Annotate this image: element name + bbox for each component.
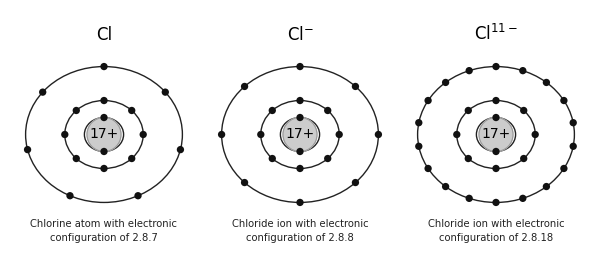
Circle shape	[67, 192, 74, 199]
Circle shape	[218, 131, 225, 138]
Text: Cl$^{−}$: Cl$^{−}$	[287, 26, 313, 44]
Text: Chloride ion with electronic
configuration of 2.8.8: Chloride ion with electronic configurati…	[232, 220, 368, 243]
Circle shape	[296, 148, 304, 155]
Circle shape	[24, 146, 31, 153]
Circle shape	[128, 155, 136, 162]
Circle shape	[453, 131, 460, 138]
Circle shape	[493, 148, 500, 155]
Circle shape	[375, 131, 382, 138]
Circle shape	[352, 83, 359, 90]
Text: 17+: 17+	[286, 128, 314, 141]
Circle shape	[543, 79, 550, 86]
Circle shape	[560, 97, 568, 104]
Circle shape	[61, 131, 68, 138]
Circle shape	[257, 131, 265, 138]
Circle shape	[128, 107, 136, 114]
Circle shape	[466, 67, 473, 74]
Circle shape	[424, 97, 432, 104]
Circle shape	[479, 118, 513, 151]
Circle shape	[493, 114, 500, 121]
Circle shape	[442, 183, 449, 190]
Circle shape	[493, 165, 500, 172]
Circle shape	[493, 199, 500, 206]
Circle shape	[269, 107, 276, 114]
Circle shape	[283, 118, 317, 151]
Circle shape	[493, 63, 500, 70]
Circle shape	[296, 199, 304, 206]
Circle shape	[324, 107, 331, 114]
Circle shape	[569, 119, 577, 126]
Circle shape	[100, 165, 107, 172]
Circle shape	[100, 148, 107, 155]
Circle shape	[532, 131, 539, 138]
Circle shape	[543, 183, 550, 190]
Text: Chloride ion with electronic
configuration of 2.8.18: Chloride ion with electronic configurati…	[428, 220, 565, 243]
Circle shape	[87, 118, 121, 151]
Circle shape	[493, 97, 500, 104]
Text: Cl$^{11−}$: Cl$^{11−}$	[474, 24, 518, 44]
Circle shape	[464, 155, 472, 162]
Circle shape	[324, 155, 331, 162]
Circle shape	[140, 131, 147, 138]
Circle shape	[415, 143, 422, 150]
Text: Cl: Cl	[96, 26, 112, 44]
Circle shape	[464, 107, 472, 114]
Circle shape	[100, 114, 107, 121]
Text: 17+: 17+	[89, 128, 119, 141]
Circle shape	[352, 179, 359, 186]
Circle shape	[415, 119, 422, 126]
Circle shape	[241, 83, 248, 90]
Circle shape	[519, 67, 526, 74]
Circle shape	[100, 63, 107, 70]
Circle shape	[335, 131, 343, 138]
Circle shape	[296, 97, 304, 104]
Text: 17+: 17+	[481, 128, 511, 141]
Circle shape	[39, 89, 46, 96]
Circle shape	[442, 79, 449, 86]
Circle shape	[161, 89, 169, 96]
Circle shape	[269, 155, 276, 162]
Circle shape	[296, 114, 304, 121]
Circle shape	[519, 195, 526, 202]
Circle shape	[569, 143, 577, 150]
Circle shape	[466, 195, 473, 202]
Circle shape	[73, 155, 80, 162]
Circle shape	[100, 97, 107, 104]
Circle shape	[560, 165, 568, 172]
Circle shape	[296, 63, 304, 70]
Circle shape	[424, 165, 432, 172]
Circle shape	[134, 192, 142, 199]
Circle shape	[296, 165, 304, 172]
Circle shape	[177, 146, 184, 153]
Circle shape	[73, 107, 80, 114]
Circle shape	[520, 107, 527, 114]
Circle shape	[520, 155, 527, 162]
Text: Chlorine atom with electronic
configuration of 2.8.7: Chlorine atom with electronic configurat…	[31, 220, 178, 243]
Circle shape	[241, 179, 248, 186]
